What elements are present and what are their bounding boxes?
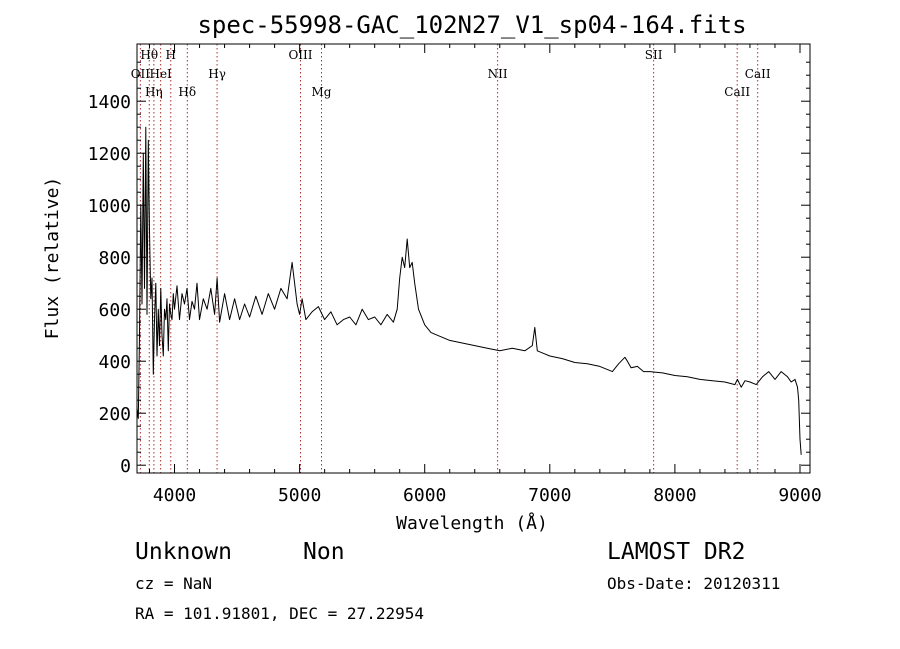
y-tick-label-7: 1400 xyxy=(88,92,131,113)
line-label-2: OII xyxy=(131,67,151,81)
line-label-0: Hθ xyxy=(140,48,158,62)
line-label-12: CaII xyxy=(745,67,771,81)
survey-name: LAMOST DR2 xyxy=(607,539,746,565)
line-labels: Hθ H OII HeI Hη Hδ Hγ OIII Mg NII SII CaII CaII xyxy=(131,48,771,99)
axes: 4000 5000 6000 7000 8000 9000 0 200 400 600 800 100… xyxy=(88,44,822,506)
y-axis-label: Flux (relative) xyxy=(42,177,63,340)
spectrum-series xyxy=(136,126,802,455)
y-tick-label-2: 400 xyxy=(98,352,131,373)
y-tick-label-0: 0 xyxy=(120,456,131,477)
x-tick-label-4: 8000 xyxy=(653,485,696,506)
line-label-11: CaII xyxy=(724,85,750,99)
y-tick-label-1: 200 xyxy=(98,404,131,425)
line-label-8: Mg xyxy=(312,85,332,99)
line-label-3: HeI xyxy=(149,67,172,81)
x-tick-label-3: 7000 xyxy=(528,485,571,506)
spectrum-line xyxy=(136,126,802,455)
object-class: Unknown xyxy=(135,539,232,565)
emission-line-markers xyxy=(139,44,759,473)
y-tick-label-6: 1200 xyxy=(88,144,131,165)
redshift-cz: cz = NaN xyxy=(135,574,213,593)
x-tick-label-0: 4000 xyxy=(153,485,196,506)
ra-dec-coords: RA = 101.91801, DEC = 27.22954 xyxy=(135,604,424,623)
chart-title: spec-55998-GAC_102N27_V1_sp04-164.fits xyxy=(197,11,746,39)
y-tick-label-4: 800 xyxy=(98,248,131,269)
line-label-9: NII xyxy=(488,67,508,81)
line-label-4: Hη xyxy=(145,85,163,99)
observation-date: Obs-Date: 20120311 xyxy=(607,574,781,593)
x-tick-label-2: 6000 xyxy=(403,485,446,506)
line-label-1: H xyxy=(166,48,176,62)
object-subclass: Non xyxy=(303,539,345,565)
y-tick-label-3: 600 xyxy=(98,300,131,321)
x-axis-label: Wavelength (Å) xyxy=(396,512,548,534)
line-label-5: Hδ xyxy=(178,85,196,99)
x-tick-label-5: 9000 xyxy=(778,485,821,506)
y-tick-label-5: 1000 xyxy=(88,196,131,217)
line-label-10: SII xyxy=(645,48,663,62)
plot-frame xyxy=(136,43,811,474)
line-label-6: Hγ xyxy=(208,67,226,81)
line-label-7: OIII xyxy=(288,48,312,62)
x-tick-label-1: 5000 xyxy=(278,485,321,506)
